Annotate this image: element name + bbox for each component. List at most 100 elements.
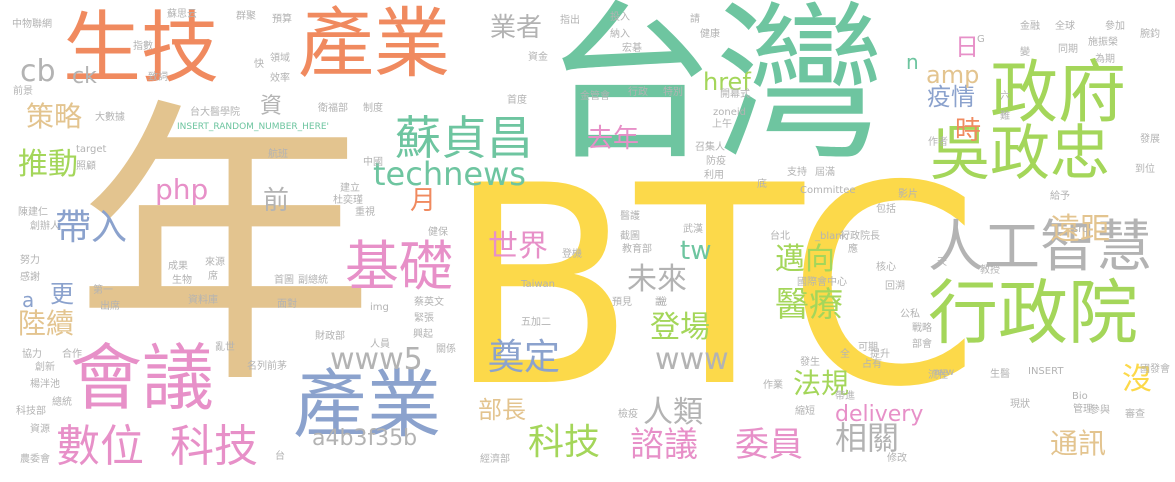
cloud-word: 協力 [22,349,42,360]
cloud-word: 快 [254,59,264,70]
cloud-word: 努力 [20,255,40,266]
cloud-word: 首度 [507,95,527,106]
cloud-word: INSERT_RANDOM_NUMBER_HERE' [177,122,330,132]
cloud-word: 感謝 [20,272,40,283]
cloud-word: 現狀 [1010,399,1030,410]
cloud-word: 資金 [528,52,548,63]
cloud-word: www [655,342,729,377]
cloud-word: 五加二 [521,317,551,328]
cloud-word: 審查 [1125,409,1145,420]
cloud-word: technews [373,155,526,193]
cloud-word: 未來 [627,262,687,297]
cloud-word: a [22,288,35,312]
cloud-word: 國發會 [1140,364,1170,375]
cloud-word: 說 [655,297,665,308]
cloud-word: 六 [1000,91,1010,102]
cloud-word: 為期 [1095,54,1115,65]
cloud-word: 給予 [1050,191,1070,202]
cloud-word: 截圖 [620,231,640,242]
cloud-word: 策略 [26,100,83,133]
cloud-word: 面對 [277,299,297,310]
cloud-word: 蘇貞昌 [395,111,533,165]
cloud-word: 變 [1020,47,1030,58]
cloud-word: 核心 [876,262,896,273]
cloud-word: 屆滿 [815,167,835,178]
cloud-word: 亂世 [215,342,235,353]
cloud-word: 戰略 [912,323,932,334]
cloud-word: tw [680,236,712,266]
cloud-word: 全球 [1055,21,1075,32]
cloud-word: 經濟部 [480,454,510,465]
cloud-word: 行政院 [928,272,1138,354]
cloud-word: 會議 [70,336,215,420]
cloud-word: 占有 [862,359,882,370]
cloud-word: 大數據 [95,112,125,123]
cloud-word: 預算 [272,14,292,25]
cloud-word: 創新 [35,362,55,373]
cloud-word: 楊泮池 [30,379,60,390]
cloud-word: 行政院長 [840,231,880,242]
cloud-word: 席 [208,271,218,282]
cloud-word: 前景 [13,86,33,97]
cloud-word: _blank' [815,231,851,242]
cloud-word: INSERT [1028,366,1064,377]
cloud-word: 支持 [787,167,807,178]
cloud-word: 施振榮 [1088,37,1118,48]
cloud-word: 納入 [610,29,630,40]
cloud-word: 蔡英文 [414,297,444,308]
cloud-word: Bio [1072,391,1088,402]
cloud-word: 諮議 [630,425,698,465]
cloud-word: 興起 [413,329,433,340]
cloud-word: 副總統 [298,275,328,286]
cloud-word: 合作 [62,349,82,360]
cloud-word: 指出 [560,15,580,26]
cloud-word: 利用 [704,170,724,181]
cloud-word: 部會 [912,339,932,350]
cloud-word: 參加 [1105,21,1125,32]
cloud-word: 財政部 [315,331,345,342]
cloud-word: 衛福部 [318,103,348,114]
cloud-word: avw [934,367,955,378]
cloud-word: 資 [260,94,283,119]
cloud-word: 提升 [870,349,890,360]
cloud-word: 人類 [643,395,703,430]
cloud-word: 同期 [1058,44,1078,55]
cloud-word: 到位 [1135,164,1155,175]
cloud-word: 群聚 [236,11,256,22]
cloud-word: 政府 [990,54,1127,133]
cloud-word: 去年 [587,124,640,154]
cloud-word: n [906,50,919,74]
cloud-word: 領域 [270,53,290,64]
cloud-word: 通訊 [1050,427,1107,460]
cloud-word: 制度 [363,103,383,114]
cloud-word: 台灣 [545,0,886,184]
cloud-word: 作者 [928,137,948,148]
cloud-word: 緊張 [414,313,434,324]
cloud-word: 致詞 [148,72,168,83]
cloud-word: 健保 [428,227,448,238]
cloud-word: 金融 [1020,21,1040,32]
cloud-word: 資源 [30,424,50,435]
cloud-word: 時 [955,116,982,146]
cloud-word: 可期 [858,342,878,353]
cloud-word: 宏碁 [622,43,642,54]
cloud-word: 關係 [436,344,456,355]
cloud-word: 中國 [363,157,383,168]
cloud-word: 發生 [800,357,820,368]
cloud-word: php [155,173,209,206]
cloud-word: 數位 [56,421,144,472]
cloud-word: 航班 [268,149,288,160]
cloud-word: 月 [410,186,437,216]
cloud-word: 教授 [980,265,1000,276]
cloud-word: 農委會 [20,454,50,465]
cloud-word: 縮短 [795,406,815,417]
cloud-word: 公私 [900,309,920,320]
cloud-word: 請 [690,14,700,25]
cloud-word: 奠定 [488,337,561,378]
cloud-word: href [703,68,751,96]
cloud-word: G [977,34,985,45]
cloud-word: 作業 [763,380,783,391]
cloud-word: 成果 [168,261,188,272]
cloud-word: delivery [835,402,924,427]
